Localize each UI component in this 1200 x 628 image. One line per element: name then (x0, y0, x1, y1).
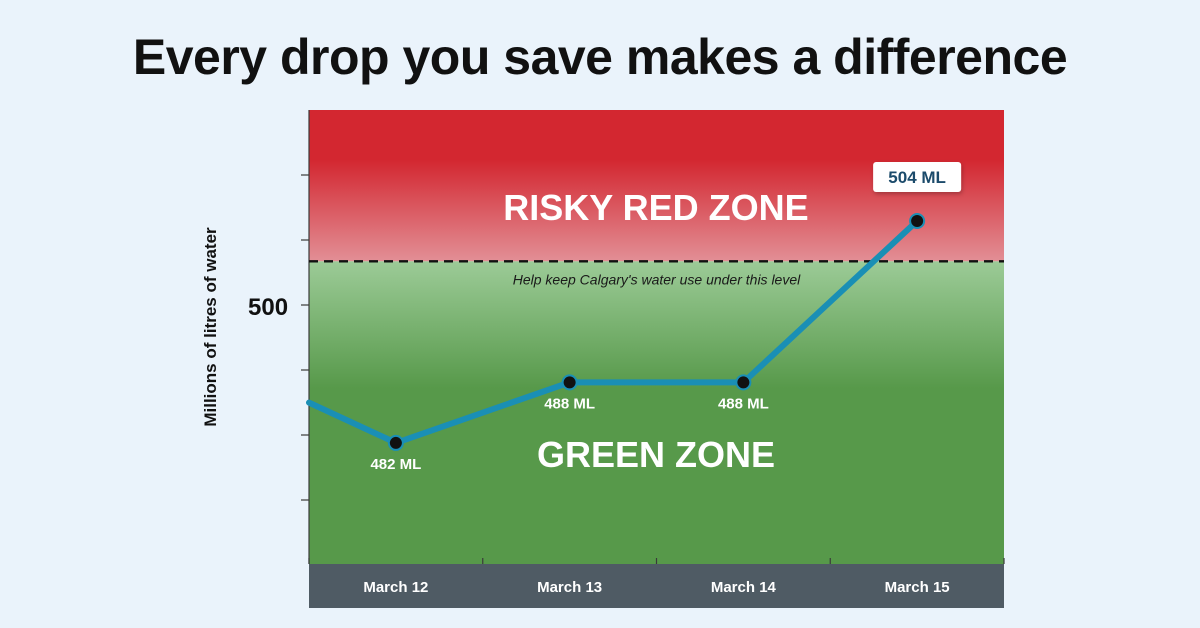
data-label: 482 ML (370, 456, 421, 473)
data-point (735, 374, 752, 391)
data-point (561, 374, 578, 391)
y-axis-ticks (301, 174, 309, 501)
x-tick-label: March 12 (363, 579, 428, 596)
data-label: 488 ML (544, 395, 595, 412)
x-tick-label: March 15 (885, 579, 950, 596)
threshold-note: Help keep Calgary's water use under this… (513, 271, 801, 287)
callout-box (873, 161, 962, 192)
chart-title: Every drop you save makes a difference (132, 29, 1068, 85)
peak-value-callout: 504 ML (873, 161, 962, 192)
green-zone-band (309, 261, 1004, 564)
x-tick-label: March 14 (711, 579, 777, 596)
y-tick-label-500: 500 (248, 294, 289, 321)
green-zone-label: GREEN ZONE (537, 434, 775, 475)
data-label: 504 ML (888, 168, 946, 187)
data-point-labels: 482 ML 488 ML 488 ML (370, 395, 768, 473)
data-point-markers (387, 212, 926, 451)
x-axis-tick-marks (308, 558, 1005, 564)
data-point (909, 212, 926, 229)
data-label: 488 ML (718, 395, 769, 412)
x-tick-label: March 13 (537, 579, 602, 596)
risky-red-zone-label: RISKY RED ZONE (503, 187, 808, 228)
x-axis-category-labels: March 12 March 13 March 14 March 15 (363, 579, 949, 596)
x-axis-bar (309, 564, 1004, 608)
data-point (387, 434, 404, 451)
